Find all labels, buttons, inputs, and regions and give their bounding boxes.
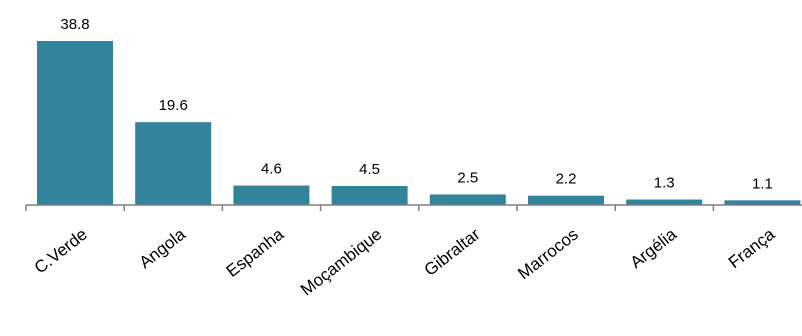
bar-fran-a (724, 200, 801, 205)
bar-c-verde (37, 41, 113, 205)
bar-mo-ambique (331, 185, 408, 205)
category-label: Angola (136, 224, 190, 272)
data-label: 1.3 (654, 175, 675, 192)
bars-group (37, 41, 801, 205)
category-label: Moçambique (297, 225, 385, 300)
category-label: França (725, 224, 779, 272)
bar-arg-lia (626, 199, 703, 205)
category-label: C.Verde (31, 225, 91, 278)
value-labels-group: 38.8 19.6 4.6 4.5 2.5 2.2 1.3 1.1 (60, 16, 772, 192)
data-label: 1.1 (752, 175, 773, 192)
bar-angola (135, 122, 212, 205)
category-labels-group: C.Verde Angola Espanha Moçambique Gibraltar M… (31, 224, 779, 299)
bar-espanha (233, 185, 310, 205)
category-label: Argélia (627, 224, 681, 272)
data-label: 4.5 (359, 161, 380, 178)
category-label: Marrocos (514, 225, 582, 284)
data-label: 19.6 (159, 97, 188, 114)
category-label: Espanha (223, 224, 288, 281)
x-axis (25, 204, 802, 211)
category-label: Gibraltar (421, 224, 484, 279)
data-label: 4.6 (261, 161, 282, 178)
data-label: 2.2 (556, 171, 577, 188)
bar-marrocos (528, 195, 604, 205)
data-label: 38.8 (60, 16, 89, 33)
data-label: 2.5 (457, 169, 478, 186)
bar-gibraltar (429, 194, 506, 205)
